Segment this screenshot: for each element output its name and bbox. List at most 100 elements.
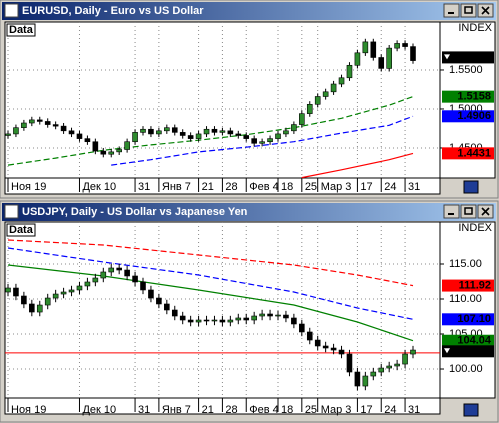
candle-body — [410, 46, 416, 61]
scale-label: INDEX — [458, 222, 492, 234]
x-tick-label: Дек 10 — [82, 404, 116, 416]
candle-body — [378, 367, 385, 373]
price-marker-label: 111.92 — [459, 279, 491, 291]
candle-body — [227, 319, 234, 323]
candle-body — [171, 127, 178, 133]
x-tick-label: 25 — [305, 181, 317, 193]
candle-body — [203, 128, 210, 135]
window-button[interactable] — [460, 3, 477, 18]
candle-body — [100, 271, 107, 279]
candle-body — [314, 96, 321, 105]
candle-body — [235, 317, 242, 321]
candle-body — [259, 141, 265, 144]
candle-body — [227, 130, 234, 135]
candle-body — [29, 303, 35, 313]
candle-body — [330, 347, 337, 351]
candle-body — [235, 133, 242, 136]
y-tick-label: 115.00 — [449, 258, 482, 270]
candle-body — [116, 149, 122, 153]
x-tick-label: 24 — [384, 181, 396, 193]
candle-body — [211, 128, 218, 133]
button-face — [460, 204, 477, 219]
candle-body — [52, 293, 59, 299]
candle-body — [338, 77, 345, 85]
candle-body — [179, 315, 186, 321]
candle-body — [283, 130, 289, 135]
candle-body — [92, 277, 99, 283]
candle-body — [52, 124, 59, 127]
legend-box — [6, 23, 36, 37]
x-tick-label: Фев 4 — [249, 404, 279, 416]
x-tick-label: 31 — [138, 181, 150, 193]
indicator-line — [111, 115, 414, 166]
legend-box — [6, 223, 36, 237]
x-tick-label: Янв 7 — [162, 404, 191, 416]
candle-body — [44, 297, 51, 306]
indicator-line — [301, 152, 414, 179]
x-tick-label: Мар 3 — [321, 404, 352, 416]
price-marker-label: 1.4906 — [457, 110, 491, 122]
candle-body — [346, 64, 353, 79]
candle-body — [140, 128, 146, 133]
candle-body — [68, 130, 75, 135]
candle-body — [370, 371, 377, 377]
candle-body — [259, 313, 265, 317]
x-tick-label: 17 — [360, 181, 372, 193]
candle-body — [84, 281, 91, 287]
price-marker — [442, 51, 494, 64]
candle-body — [68, 289, 75, 293]
candle-body — [156, 130, 162, 135]
price-marker — [442, 90, 494, 103]
x-tick-label: 25 — [305, 404, 317, 416]
title-bar — [2, 203, 496, 221]
window-button[interactable] — [477, 3, 494, 18]
candle-body — [76, 285, 83, 291]
price-scale — [439, 221, 496, 399]
window-button[interactable] — [460, 204, 477, 219]
candle-body — [60, 291, 67, 295]
window-button[interactable] — [443, 3, 460, 18]
candle-body — [187, 135, 194, 139]
candle-body — [156, 297, 162, 305]
candle-body — [354, 52, 361, 66]
candle-body — [219, 319, 226, 323]
x-tick-label: 18 — [281, 181, 293, 193]
candle-body — [275, 133, 281, 139]
candle-body — [5, 287, 11, 293]
candle-body — [275, 314, 281, 317]
x-tick-label: Мар 3 — [321, 181, 352, 193]
candle-body — [171, 309, 178, 317]
scale-icon — [463, 403, 479, 417]
candle-body — [338, 349, 345, 355]
candle-body — [132, 132, 138, 143]
candle-body — [346, 353, 353, 373]
scale-label: INDEX — [458, 22, 492, 34]
glyph — [464, 207, 473, 215]
candle-body — [148, 128, 154, 135]
window-title: USDJPY, Daily - US Dollar vs Japanese Ye… — [22, 206, 248, 218]
window-button[interactable] — [477, 204, 494, 219]
candle-body — [124, 269, 130, 277]
indicator-line — [7, 247, 414, 320]
x-tick-label: 31 — [138, 404, 150, 416]
candle-body — [5, 133, 11, 136]
candle-body — [354, 371, 361, 387]
button-face — [460, 3, 477, 18]
window-button[interactable] — [443, 204, 460, 219]
candle-body — [13, 127, 19, 135]
candle-body — [13, 287, 19, 297]
candle-body — [291, 317, 297, 325]
candle-body — [44, 121, 51, 125]
title-bar — [2, 2, 496, 20]
candle-body — [322, 91, 329, 97]
candle-body — [164, 127, 170, 132]
x-tick-label: Ноя 19 — [11, 181, 46, 193]
candle-body — [299, 323, 305, 333]
x-tick-label: Ноя 19 — [11, 404, 46, 416]
candle-body — [92, 141, 99, 152]
candle-body — [386, 47, 392, 69]
candle-body — [314, 339, 321, 347]
candle-body — [362, 375, 369, 387]
candle-body — [84, 138, 91, 143]
window-title: EURUSD, Daily - Euro vs US Dollar — [22, 5, 204, 17]
